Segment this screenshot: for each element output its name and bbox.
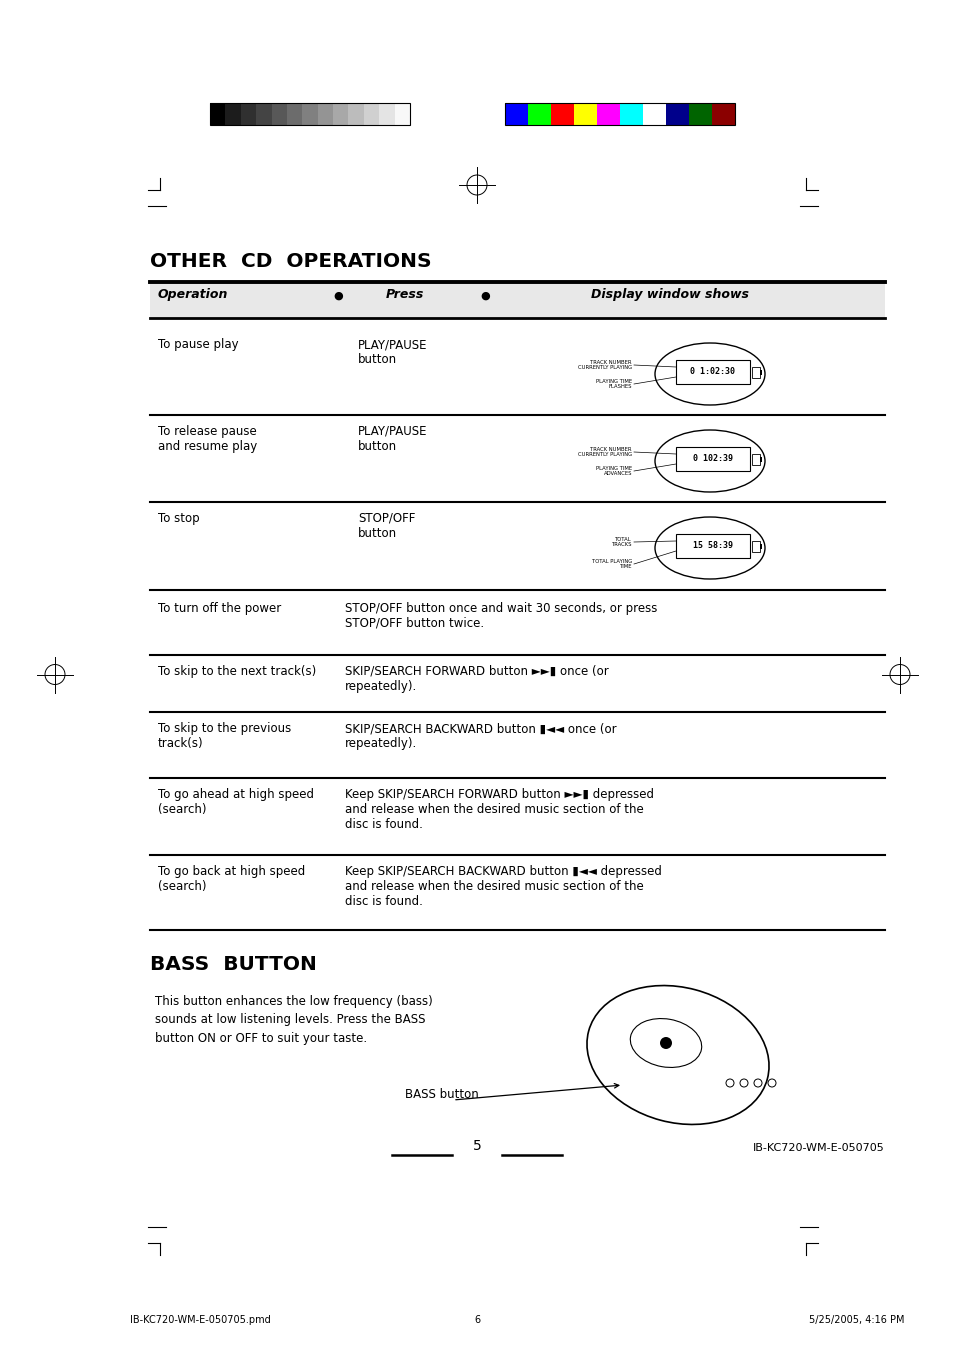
Text: This button enhances the low frequency (bass)
sounds at low listening levels. Pr: This button enhances the low frequency (…	[154, 996, 433, 1045]
Text: To release pause
and resume play: To release pause and resume play	[158, 425, 257, 453]
Text: STOP/OFF button once and wait 30 seconds, or press
STOP/OFF button twice.: STOP/OFF button once and wait 30 seconds…	[345, 602, 657, 630]
Text: To pause play: To pause play	[158, 339, 238, 351]
Text: PLAYING TIME
FLASHES: PLAYING TIME FLASHES	[596, 379, 631, 390]
Bar	[759, 456, 760, 461]
Bar	[504, 103, 527, 125]
Text: 0 102:39: 0 102:39	[692, 453, 732, 463]
Bar	[759, 370, 760, 375]
Text: Keep SKIP/SEARCH FORWARD button ►►▮ depressed
and release when the desired music: Keep SKIP/SEARCH FORWARD button ►►▮ depr…	[345, 788, 654, 831]
Text: Press: Press	[385, 287, 424, 301]
Text: IB-KC720-WM-E-050705.pmd: IB-KC720-WM-E-050705.pmd	[130, 1315, 271, 1325]
Bar	[302, 103, 317, 125]
Text: STOP/OFF
button: STOP/OFF button	[357, 513, 415, 540]
Text: To go ahead at high speed
(search): To go ahead at high speed (search)	[158, 788, 314, 816]
Bar	[551, 103, 574, 125]
Bar	[225, 103, 240, 125]
Bar	[287, 103, 302, 125]
Text: SKIP/SEARCH FORWARD button ►►▮ once (or
repeatedly).: SKIP/SEARCH FORWARD button ►►▮ once (or …	[345, 665, 608, 693]
FancyBboxPatch shape	[676, 534, 749, 558]
Text: 5: 5	[472, 1139, 481, 1153]
Text: PLAYING TIME
ADVANCES: PLAYING TIME ADVANCES	[596, 465, 631, 476]
Bar	[272, 103, 287, 125]
Circle shape	[659, 1037, 671, 1050]
Bar	[256, 103, 272, 125]
Text: TOTAL
TRACKS: TOTAL TRACKS	[611, 537, 631, 548]
Bar	[619, 103, 642, 125]
Bar	[333, 103, 348, 125]
Bar	[574, 103, 597, 125]
Bar	[751, 453, 759, 464]
Text: IB-KC720-WM-E-050705: IB-KC720-WM-E-050705	[753, 1143, 884, 1153]
Text: PLAY/PAUSE
button: PLAY/PAUSE button	[357, 425, 427, 453]
Bar	[527, 103, 551, 125]
Text: ●: ●	[333, 291, 342, 301]
Bar	[317, 103, 333, 125]
Text: PLAY/PAUSE
button: PLAY/PAUSE button	[357, 339, 427, 366]
Bar	[395, 103, 410, 125]
Bar	[751, 541, 759, 552]
FancyBboxPatch shape	[676, 360, 749, 384]
Text: ●: ●	[479, 291, 489, 301]
FancyBboxPatch shape	[676, 447, 749, 471]
Bar	[210, 103, 410, 125]
Bar	[711, 103, 734, 125]
Text: To skip to the previous
track(s): To skip to the previous track(s)	[158, 722, 291, 750]
Text: 15 58:39: 15 58:39	[692, 541, 732, 549]
Text: To go back at high speed
(search): To go back at high speed (search)	[158, 865, 305, 893]
Text: To skip to the next track(s): To skip to the next track(s)	[158, 665, 315, 679]
Text: TOTAL PLAYING
TIME: TOTAL PLAYING TIME	[591, 558, 631, 569]
Text: To turn off the power: To turn off the power	[158, 602, 281, 615]
Bar	[688, 103, 711, 125]
Text: To stop: To stop	[158, 513, 199, 525]
Text: Keep SKIP/SEARCH BACKWARD button ▮◄◄ depressed
and release when the desired musi: Keep SKIP/SEARCH BACKWARD button ▮◄◄ dep…	[345, 865, 661, 908]
Text: Display window shows: Display window shows	[590, 287, 748, 301]
Bar	[759, 544, 760, 549]
Bar	[751, 367, 759, 378]
Text: OTHER  CD  OPERATIONS: OTHER CD OPERATIONS	[150, 252, 431, 271]
Bar	[150, 282, 884, 318]
Text: TRACK NUMBER
CURRENTLY PLAYING: TRACK NUMBER CURRENTLY PLAYING	[578, 447, 631, 457]
Bar	[240, 103, 256, 125]
Text: BASS button: BASS button	[405, 1089, 478, 1101]
Bar	[504, 103, 734, 125]
Text: 6: 6	[474, 1315, 479, 1325]
Text: TRACK NUMBER
CURRENTLY PLAYING: TRACK NUMBER CURRENTLY PLAYING	[578, 360, 631, 371]
Bar	[363, 103, 379, 125]
Text: BASS  BUTTON: BASS BUTTON	[150, 955, 316, 974]
Bar	[597, 103, 619, 125]
Bar	[665, 103, 688, 125]
Bar	[642, 103, 665, 125]
Bar	[379, 103, 395, 125]
Bar	[348, 103, 363, 125]
Text: 0 1:02:30: 0 1:02:30	[690, 367, 735, 375]
Bar	[210, 103, 225, 125]
Text: SKIP/SEARCH BACKWARD button ▮◄◄ once (or
repeatedly).: SKIP/SEARCH BACKWARD button ▮◄◄ once (or…	[345, 722, 616, 750]
Text: Operation: Operation	[158, 287, 228, 301]
Text: 5/25/2005, 4:16 PM: 5/25/2005, 4:16 PM	[809, 1315, 904, 1325]
